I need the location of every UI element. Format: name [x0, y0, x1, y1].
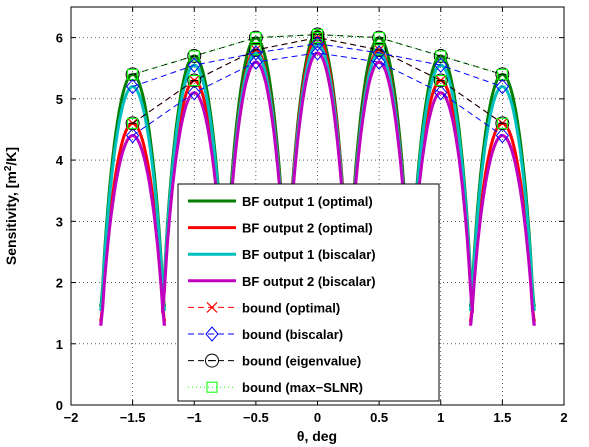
bound-marker-diamond: [187, 84, 201, 101]
x-tick-label: 0.5: [370, 410, 388, 425]
legend-box: [177, 183, 440, 402]
bound-marker-circle: [248, 30, 263, 45]
legend-label: bound (max−SLNR): [242, 380, 363, 395]
slnr-bound-2-marker: [496, 117, 508, 129]
legend-label: bound (eigenvalue): [242, 354, 361, 369]
bound-marker-circle: [372, 30, 387, 45]
y-axis-label-prefix: Sensitivity, [m: [3, 171, 19, 265]
legend-marker: [205, 326, 219, 342]
slnr-bound-2-marker: [127, 117, 139, 129]
y-tick-label: 3: [56, 214, 63, 229]
legend: BF output 1 (optimal) BF output 2 (optima…: [177, 183, 440, 402]
x-tick-label: 0: [314, 410, 321, 425]
bound-marker-diamond: [125, 127, 140, 144]
legend-label: BF output 2 (biscalar): [242, 274, 376, 289]
legend-item: BF output 1 (optimal): [188, 194, 373, 209]
x-tick-label: 1.5: [493, 410, 511, 425]
y-tick-label: 1: [56, 337, 63, 352]
y-tick-label: 6: [56, 31, 63, 46]
bound-marker-circle: [125, 67, 140, 82]
biscalar-bound-1-marker: [249, 45, 263, 61]
y-axis-label: Sensitivity, [m2/K]: [3, 147, 19, 265]
legend-item: bound (max−SLNR): [188, 380, 363, 395]
x-tick-label: −1.5: [120, 410, 146, 425]
legend-item: BF output 2 (optimal): [188, 221, 373, 236]
bound-marker-diamond: [310, 45, 325, 61]
biscalar-bound-1-marker: [372, 45, 386, 61]
legend-label: BF output 2 (optimal): [242, 221, 373, 236]
eigen-bound-2-marker: [372, 42, 387, 57]
x-tick-label: −0.5: [243, 410, 269, 425]
x-axis-label: θ, deg: [297, 428, 337, 444]
y-tick-label: 0: [56, 398, 63, 413]
axis-ticks: [70, 7, 565, 406]
biscalar-bound-1-marker: [310, 35, 325, 52]
eigen-bound-2-marker: [433, 73, 448, 88]
y-tick-label: 4: [56, 153, 64, 168]
bound-marker-diamond: [495, 127, 510, 144]
bound-marker-diamond: [249, 54, 263, 70]
legend-label: BF output 1 (biscalar): [242, 247, 376, 262]
y-axis-label-suffix: /K]: [3, 147, 19, 166]
biscalar-bound-1-marker: [434, 57, 448, 73]
x-tick-label: −1: [187, 410, 202, 425]
legend-item: bound (eigenvalue): [188, 353, 361, 369]
slnr-bound-2-marker: [435, 74, 447, 86]
eigen-bound-2-marker: [125, 116, 140, 131]
biscalar-bound-1-marker: [125, 78, 140, 95]
x-tick-label: 2: [560, 410, 567, 425]
bound-marker-circle: [187, 48, 202, 63]
y-tick-label: 5: [56, 92, 63, 107]
bound-marker-square: [373, 32, 385, 44]
y-tick-label: 2: [56, 276, 63, 291]
legend-marker: [205, 353, 219, 368]
bound-marker-square: [188, 50, 200, 62]
legend-item: bound (biscalar): [188, 326, 343, 342]
bound-marker-circle: [495, 67, 510, 82]
eigen-bound-2-marker: [495, 116, 510, 131]
x-tick-label: 1: [437, 410, 444, 425]
bound-line-square: [132, 34, 503, 75]
slnr-bound-2-marker: [250, 44, 262, 56]
bound-line-diamond: [132, 52, 503, 137]
slnr-bound-2-marker: [188, 74, 200, 86]
legend-label: bound (biscalar): [242, 327, 343, 342]
legend-marker: [206, 381, 218, 393]
biscalar-bound-1-marker: [187, 57, 201, 73]
eigen-bound-2-marker: [187, 73, 202, 88]
legend-label: BF output 1 (optimal): [242, 194, 373, 209]
slnr-bound-2-marker: [312, 32, 323, 44]
y-axis-label-sup: 2: [3, 165, 14, 171]
slnr-bound-2-marker: [373, 44, 385, 56]
biscalar-bound-1-line: [132, 43, 503, 88]
beam-curve-4: [345, 60, 413, 304]
bound-marker-square: [435, 50, 447, 62]
y-tick-labels: 0 1 2 3 4 5 6: [56, 31, 64, 413]
bound-marker-square: [250, 32, 262, 44]
beam-curve-4: [284, 51, 351, 301]
bound-marker-diamond: [434, 84, 448, 101]
legend-item: bound (optimal): [188, 300, 340, 315]
legend-label: bound (optimal): [242, 300, 340, 315]
x-tick-labels: −2 −1.5 −1 −0.5 0 0.5 1 1.5 2: [64, 410, 568, 425]
bound-marker-circle: [433, 48, 448, 63]
eigen-bound-2-marker: [248, 42, 263, 57]
legend-marker: [206, 301, 218, 313]
legend-item: BF output 1 (biscalar): [188, 247, 376, 262]
x-tick-label: −2: [64, 410, 79, 425]
biscalar-bound-1-marker: [495, 78, 510, 95]
bound-marker-diamond: [372, 54, 386, 70]
marker-layer: [125, 27, 510, 144]
legend-item: BF output 2 (biscalar): [188, 274, 376, 289]
